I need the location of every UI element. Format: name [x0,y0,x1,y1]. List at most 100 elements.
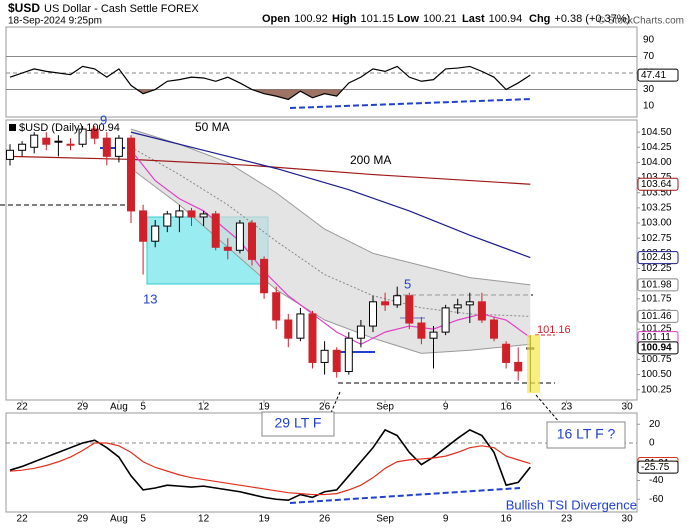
x-tick-label: 5 [140,402,146,413]
candle-body [514,361,523,372]
ohlc-label: Low [397,13,419,25]
band-fill [131,129,531,354]
value-marker [637,177,679,191]
y-tick-label: 104.50 [641,127,672,138]
candle-body [393,295,402,306]
x-tick-label: 22 [17,402,29,413]
candle-body [139,210,148,242]
value-marker [637,341,679,355]
symbol-name: US Dollar - Cash Settle FOREX [44,3,199,15]
candle-body [248,222,256,260]
candle-body [102,137,111,157]
moving-average [9,155,531,185]
callout-box [546,421,626,449]
value-marker-label: 101.98 [641,279,672,290]
candle-body [127,137,135,212]
x-tick-label: 5 [140,514,146,525]
x-tick-label: 23 [561,402,573,413]
x-tick-label: 26 [319,402,331,413]
candle-body [502,343,511,363]
candle-body [78,128,87,145]
value-marker-label: 101.11 [641,332,671,343]
change: +0.38 (+0.37%) [554,13,630,25]
band-upper [130,128,531,286]
value-marker-label: 101.46 [641,311,672,322]
x-tick-label: 19 [259,514,271,525]
legend: $USD (Daily) 100.94 [19,122,120,134]
x-tick-label: 30 [622,514,634,525]
y-tick-label: 90 [643,35,655,46]
rsi-line [9,65,531,101]
x-tick-label: Sep [376,402,394,413]
candle-body [356,325,365,339]
highlight-box [527,335,540,393]
date: 18-Sep-2024 9:25pm [8,16,102,27]
ohlc-value: 100.92 [294,13,328,25]
candle-body [199,213,208,218]
x-tick-label: 29 [77,402,89,413]
candle-body [405,295,414,324]
x-tick-label: 29 [77,514,89,525]
annotation: 9 [100,112,107,127]
x-tick-label: 12 [198,402,210,413]
candle-body [30,134,39,148]
callout-box [261,411,335,437]
y-tick-label: -40 [649,475,664,486]
tsi-line [9,428,531,502]
candle-body [90,128,99,139]
connector [535,394,561,424]
candle-body [151,225,160,242]
ohlc-label: High [332,13,357,25]
y-tick-label: 103.00 [641,218,672,229]
x-tick-label: 19 [259,402,271,413]
annotation: 5 [404,276,411,291]
value-marker-label: -25.75 [641,462,670,473]
y-tick-label: 104.25 [641,142,672,153]
candle-body [429,331,438,339]
y-tick-label: 100.50 [641,369,672,380]
ohlc-value: 100.21 [423,13,457,25]
price-panel [5,119,638,401]
x-tick-label: 23 [561,514,573,525]
candle-body [6,149,14,160]
callout: Bullish TSI Divergence [506,497,637,512]
tsi-line [9,442,531,496]
candle-body [320,349,329,363]
candle-body [187,210,196,218]
y-tick-label: 103.75 [641,172,672,183]
legend-icon [9,124,16,131]
x-tick-label: Aug [110,402,128,413]
candle-body [465,301,474,306]
candle-body [175,210,184,218]
y-tick-label: 0 [649,438,655,449]
y-tick-label: 70 [643,51,655,62]
divergence-line [289,98,533,109]
value-marker [637,68,679,82]
y-tick-label: -60 [649,494,664,505]
candle-body [114,137,123,157]
candle-body [417,322,426,339]
candle-body [42,137,51,145]
candle-body [369,301,377,327]
value-marker-label: 47.41 [641,70,666,81]
x-tick-label: 12 [198,514,210,525]
candle-body [441,307,450,333]
x-tick-label: 16 [501,402,513,413]
candle-body [235,222,244,251]
ohlc-value: 100.94 [489,13,523,25]
candle-body [260,258,269,294]
candle-body [453,304,462,309]
candle-body [344,337,353,373]
y-tick-label: 102.25 [641,263,672,274]
callout: 29 LT F [275,415,322,431]
candle-body [477,301,486,321]
candle-body [284,319,293,339]
connector [329,391,341,416]
value-marker [637,251,679,265]
candle-body [163,213,172,227]
y-tick-label: 100.75 [641,354,672,365]
candle-body [490,319,498,339]
ohlc-label: Last [462,13,485,25]
annotation: 13 [143,291,157,306]
